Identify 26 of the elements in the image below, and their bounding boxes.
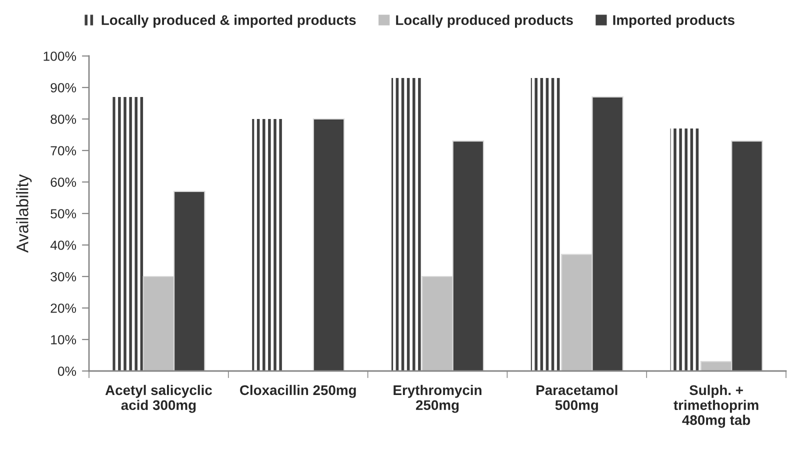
y-tick-label: 90%	[50, 83, 76, 92]
y-tick-label: 40%	[50, 240, 76, 250]
y-tick-label: 60%	[50, 178, 76, 187]
y-tick-label: 10%	[51, 335, 76, 344]
x-tick-label: Erythromycin 250mg	[394, 384, 482, 413]
y-tick-label: 70%	[50, 146, 76, 156]
y-tick-label: 0%	[58, 366, 76, 376]
bar	[392, 78, 422, 371]
y-tick-label: 100%	[44, 52, 76, 61]
bar	[670, 128, 701, 371]
bar	[252, 119, 283, 371]
y-tick-label: 80%	[50, 114, 76, 124]
x-tick-label: Paracetamol 500mg	[536, 384, 618, 413]
y-tick-label: 30%	[50, 272, 76, 282]
legend-label: Locally produced & imported products	[102, 14, 356, 28]
x-tick-label: Sulph. + trimethoprim 480mg tab	[674, 384, 758, 428]
x-tick-label: Acetyl salicyclic acid 300mg	[105, 384, 212, 413]
legend-label: Imported products	[613, 14, 734, 28]
y-axis-title: Availability	[16, 174, 32, 253]
bar	[112, 96, 144, 371]
bar	[530, 78, 562, 371]
y-tick-label: 20%	[50, 304, 76, 313]
bar	[312, 118, 345, 371]
legend-label: Locally produced products	[396, 14, 573, 28]
x-tick-label: Cloxacillin 250mg	[240, 384, 356, 398]
y-tick-label: 50%	[50, 209, 76, 218]
